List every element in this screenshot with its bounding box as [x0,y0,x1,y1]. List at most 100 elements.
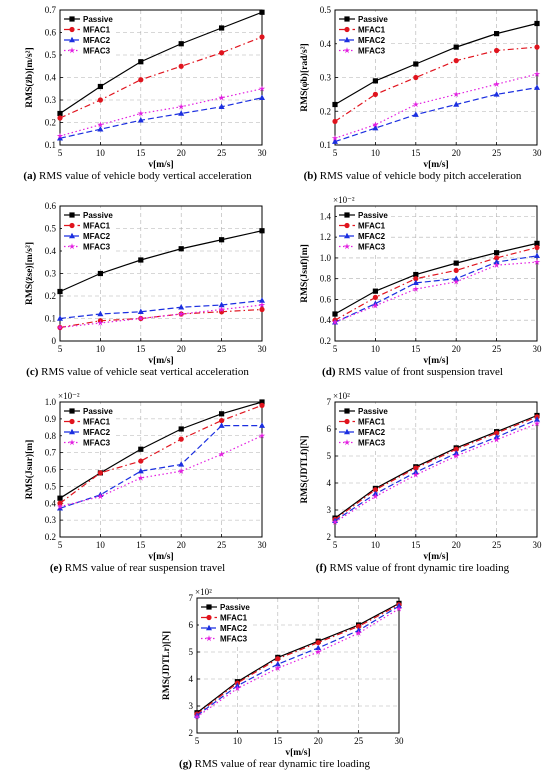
series-mfac1 [57,34,265,121]
series-line [334,261,538,323]
x-tick-label: 20 [452,344,462,354]
legend-label: MFAC1 [358,222,386,231]
data-point [453,101,460,107]
legend-label: MFAC1 [83,26,111,35]
data-point [413,74,419,81]
y-tick-label: 0.7 [45,448,57,458]
data-point [258,432,266,439]
y-tick-label: 2 [327,532,332,542]
x-axis-label: v[m/s] [148,552,173,562]
data-point [372,288,378,294]
caption-g: (g) RMS value of rear dynamic tire loadi… [179,758,370,770]
legend-marker [69,222,75,229]
y-tick-label: 0.3 [45,269,57,279]
chart-e: 5 10 15 20 25 30 0.2 0.3 0.4 0.5 0.6 0.7 0.8 0.9 1.0 ×1… [0,391,275,562]
series-line [334,46,538,122]
data-point [259,228,265,234]
data-point [97,83,103,90]
legend-marker [343,439,351,446]
legend-label: MFAC2 [358,428,386,437]
y-tick-label: 0.6 [45,28,57,38]
y-tick-label: 7 [189,593,194,603]
data-point [453,44,459,50]
data-point [259,297,265,303]
x-tick-label: 25 [217,540,227,550]
series-line [196,605,400,716]
data-point [372,487,378,493]
data-point [452,90,460,98]
y-tick-label: 0.1 [320,140,331,150]
series-mfac3 [56,301,266,331]
y-multiplier: ×10⁻² [58,391,80,401]
x-tick-label: 15 [136,344,146,354]
chart-svg: 5 10 15 20 25 30 0.2 0.4 0.6 0.8 1.0 1.2 1.4×10⁻² v[m… [299,195,542,366]
x-tick-label: 5 [333,540,338,550]
data-point [412,471,420,478]
data-point [177,310,185,317]
y-tick-label: 1.2 [320,232,331,242]
data-point [258,301,266,308]
data-point [413,61,419,67]
data-point [332,138,338,144]
data-point [453,58,459,64]
y-tick-label: 0.2 [320,106,331,116]
series-mfac1 [332,244,540,323]
data-point [372,493,379,500]
data-point [97,493,104,500]
legend-marker [206,604,212,610]
data-point [259,306,265,313]
data-point [218,301,225,308]
y-tick-label: 0.2 [45,118,56,128]
data-point [259,422,265,428]
y-tick-label: 0.4 [45,73,57,83]
x-tick-label: 30 [533,148,543,158]
legend-label: MFAC3 [358,439,386,448]
data-point [138,257,144,263]
x-tick-label: 10 [371,540,381,550]
data-point [137,474,145,481]
data-point [178,461,185,467]
series-line [334,73,538,139]
data-point [57,110,63,117]
chart-svg: 5 10 15 20 25 30 2 3 4 5 6 7×10² v[m/s] RMS(JDTLf)[N]… [299,391,542,562]
data-point [534,252,540,259]
data-point [315,644,322,651]
x-axis-label: v[m/s] [423,356,448,366]
data-point [452,452,460,459]
caption-a: (a) RMS value of vehicle body vertical a… [23,170,252,182]
data-point [274,664,282,671]
data-point [218,103,225,109]
x-tick-label: 20 [177,148,187,158]
data-point [218,450,225,458]
caption-e: (e) RMS value of rear suspension travel [49,562,226,574]
series-mfac2 [57,94,265,141]
legend-label: MFAC2 [83,428,111,437]
y-axis-label: RMS(JDTLr)[N] [161,631,172,700]
series-line [59,97,263,139]
data-point [219,237,225,243]
y-axis-label: RMS(z̈b)[m/s²] [24,47,35,107]
data-point [56,132,64,139]
y-axis-label: RMS(Jsur)[m] [24,440,35,500]
data-point [193,713,201,720]
x-tick-label: 20 [177,540,187,550]
series-line [196,608,400,718]
y-tick-label: 0.3 [320,73,332,83]
caption-c: (c) RMS value of vehicle seat vertical a… [26,366,249,378]
x-tick-label: 25 [492,540,502,550]
x-tick-label: 5 [58,540,63,550]
series-line [334,414,538,519]
x-tick-label: 5 [58,148,63,158]
legend-label: Passive [83,407,113,416]
data-point [332,101,338,108]
legend-label: MFAC2 [358,232,386,241]
x-tick-label: 5 [195,736,200,746]
data-point [218,94,225,101]
data-point [97,126,104,132]
series-line [59,404,263,504]
legend-label: MFAC3 [358,243,386,252]
legend-marker [205,635,213,642]
